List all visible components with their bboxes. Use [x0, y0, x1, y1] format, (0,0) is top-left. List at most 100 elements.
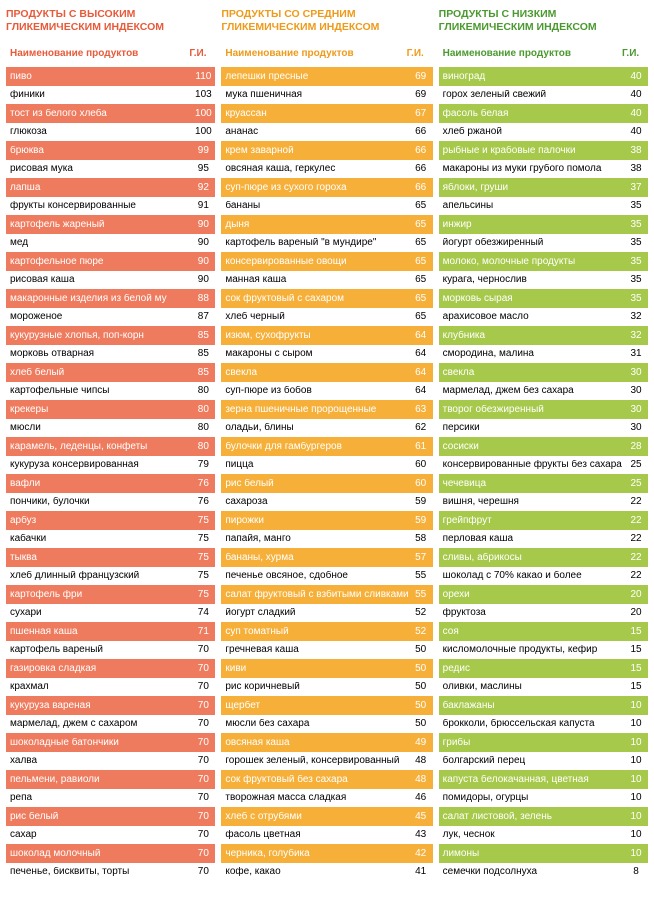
product-gi: 41	[409, 867, 433, 877]
header-name: Наименование продуктов	[221, 48, 406, 59]
table-row: морковь отварная85	[6, 345, 215, 364]
table-row: кабачки75	[6, 530, 215, 549]
product-gi: 74	[191, 608, 215, 618]
product-name: изюм, сухофрукты	[221, 331, 408, 341]
gi-column-high: ПРОДУКТЫ С ВЫСОКИМ ГЛИКЕМИЧЕСКИМ ИНДЕКСО…	[6, 8, 215, 881]
table-row: мороженое87	[6, 308, 215, 327]
product-name: сухари	[6, 608, 191, 618]
product-name: бананы	[221, 201, 408, 211]
table-row: сухари74	[6, 604, 215, 623]
product-name: семечки подсолнуха	[439, 867, 624, 877]
table-row: печенье, бисквиты, торты70	[6, 863, 215, 882]
product-gi: 10	[624, 849, 648, 859]
product-gi: 22	[624, 553, 648, 563]
table-row: шоколад с 70% какао и более22	[439, 567, 648, 586]
product-name: кофе, какао	[221, 867, 408, 877]
product-name: рис белый	[6, 812, 191, 822]
product-name: гречневая каша	[221, 645, 408, 655]
product-gi: 50	[409, 645, 433, 655]
product-name: орехи	[439, 590, 624, 600]
product-name: клубника	[439, 331, 624, 341]
product-name: горошек зеленый, консервированный	[221, 756, 408, 766]
product-name: кукуруза консервированная	[6, 460, 191, 470]
product-name: киви	[221, 664, 408, 674]
product-gi: 65	[409, 275, 433, 285]
table-row: пшенная каша71	[6, 622, 215, 641]
product-gi: 55	[409, 590, 433, 600]
product-gi: 10	[624, 793, 648, 803]
table-row: йогурт обезжиренный35	[439, 234, 648, 253]
product-name: сок фруктовый без сахара	[221, 775, 408, 785]
product-name: черника, голубика	[221, 849, 408, 859]
table-row: йогурт сладкий52	[221, 604, 432, 623]
product-gi: 76	[191, 479, 215, 489]
product-name: шоколад молочный	[6, 849, 191, 859]
product-name: лук, чеснок	[439, 830, 624, 840]
product-gi: 110	[191, 72, 215, 82]
product-gi: 90	[191, 275, 215, 285]
product-name: пирожки	[221, 516, 408, 526]
product-name: сливы, абрикосы	[439, 553, 624, 563]
product-gi: 42	[409, 849, 433, 859]
product-name: грейпфрут	[439, 516, 624, 526]
product-gi: 70	[191, 719, 215, 729]
product-gi: 32	[624, 312, 648, 322]
product-gi: 35	[624, 257, 648, 267]
product-gi: 49	[409, 738, 433, 748]
product-gi: 48	[409, 775, 433, 785]
table-row: круассан67	[221, 104, 432, 123]
product-name: рисовая мука	[6, 164, 191, 174]
product-name: горох зеленый свежий	[439, 90, 624, 100]
table-row: лимоны10	[439, 844, 648, 863]
product-gi: 65	[409, 201, 433, 211]
product-name: брюква	[6, 146, 191, 156]
product-name: репа	[6, 793, 191, 803]
header-name: Наименование продуктов	[6, 48, 189, 59]
product-gi: 79	[191, 460, 215, 470]
table-row: семечки подсолнуха8	[439, 863, 648, 882]
table-row: карамель, леденцы, конфеты80	[6, 437, 215, 456]
table-row: чечевица25	[439, 474, 648, 493]
table-row: оливки, маслины15	[439, 678, 648, 697]
table-row: хлеб с отрубями45	[221, 807, 432, 826]
table-row: рис белый70	[6, 807, 215, 826]
table-row: мед90	[6, 234, 215, 253]
product-name: йогурт обезжиренный	[439, 238, 624, 248]
gi-column-low: ПРОДУКТЫ С НИЗКИМ ГЛИКЕМИЧЕСКИМ ИНДЕКСОМ…	[439, 8, 648, 881]
table-row: глюкоза100	[6, 123, 215, 142]
column-title: ПРОДУКТЫ СО СРЕДНИМ ГЛИКЕМИЧЕСКИМ ИНДЕКС…	[221, 8, 432, 34]
product-name: шоколадные батончики	[6, 738, 191, 748]
gi-column-mid: ПРОДУКТЫ СО СРЕДНИМ ГЛИКЕМИЧЕСКИМ ИНДЕКС…	[221, 8, 432, 881]
product-gi: 80	[191, 386, 215, 396]
product-name: морковь сырая	[439, 294, 624, 304]
table-row: кукурузные хлопья, поп-корн85	[6, 326, 215, 345]
product-gi: 25	[624, 460, 648, 470]
product-name: мука пшеничная	[221, 90, 408, 100]
product-name: инжир	[439, 220, 624, 230]
table-row: бананы65	[221, 197, 432, 216]
product-gi: 35	[624, 294, 648, 304]
product-name: кабачки	[6, 534, 191, 544]
product-name: глюкоза	[6, 127, 191, 137]
product-gi: 35	[624, 275, 648, 285]
product-gi: 75	[191, 590, 215, 600]
product-gi: 22	[624, 571, 648, 581]
product-name: папайя, манго	[221, 534, 408, 544]
table-row: ананас66	[221, 123, 432, 142]
product-name: газировка сладкая	[6, 664, 191, 674]
product-gi: 66	[409, 127, 433, 137]
product-gi: 45	[409, 812, 433, 822]
product-name: грибы	[439, 738, 624, 748]
product-gi: 59	[409, 497, 433, 507]
product-name: консервированные фрукты без сахара	[439, 460, 624, 470]
product-name: брокколи, брюссельская капуста	[439, 719, 624, 729]
product-gi: 85	[191, 368, 215, 378]
table-row: мюсли без сахара50	[221, 715, 432, 734]
product-gi: 40	[624, 127, 648, 137]
product-gi: 99	[191, 146, 215, 156]
product-gi: 64	[409, 349, 433, 359]
product-gi: 66	[409, 146, 433, 156]
header-gi: Г.И.	[407, 48, 433, 59]
table-row: суп-пюре из сухого гороха66	[221, 178, 432, 197]
product-gi: 52	[409, 627, 433, 637]
